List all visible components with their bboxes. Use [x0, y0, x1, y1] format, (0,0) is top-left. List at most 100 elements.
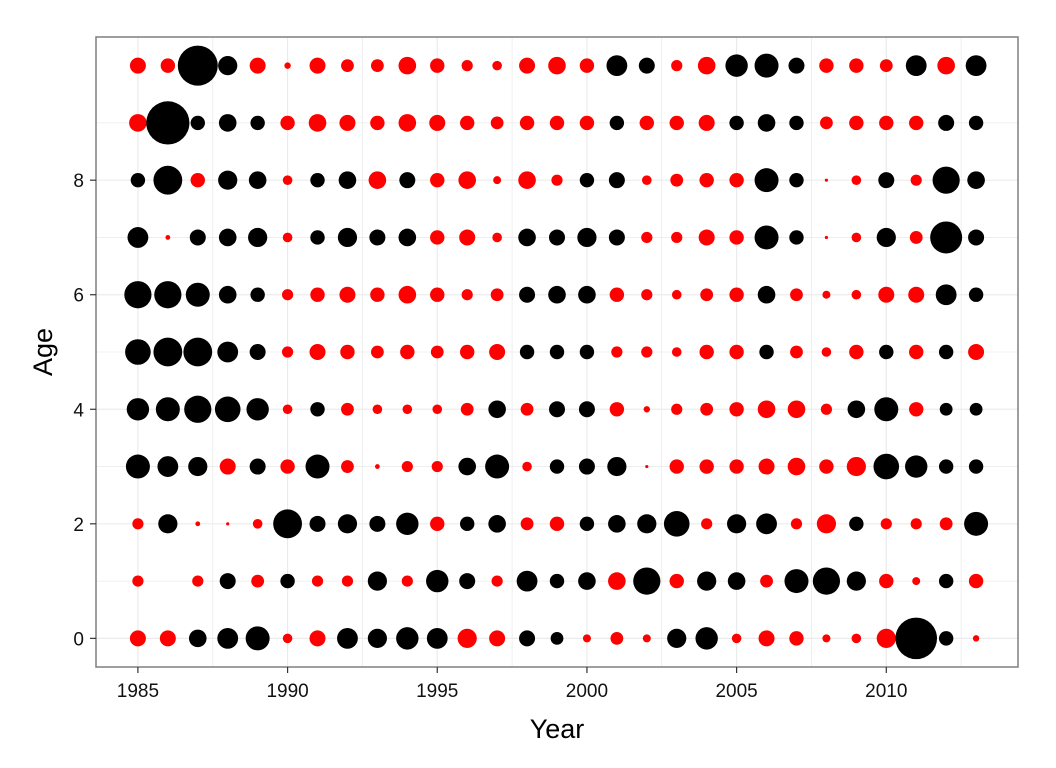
bubble-point — [849, 58, 864, 73]
bubble-point — [909, 115, 924, 131]
bubble-point — [550, 631, 564, 645]
bubble-point — [338, 171, 357, 189]
bubble-point — [459, 344, 475, 360]
bubble-point — [432, 404, 443, 415]
bubble-point — [218, 170, 238, 190]
bubble-point — [130, 172, 146, 188]
bubble-point — [341, 59, 354, 73]
bubble-point — [214, 396, 241, 423]
bubble-point — [579, 172, 595, 188]
bubble-point — [609, 402, 625, 417]
bubble-point — [549, 229, 565, 246]
bubble-point — [132, 518, 144, 530]
bubble-point — [790, 288, 803, 302]
bubble-point — [878, 172, 895, 189]
bubble-point — [820, 403, 833, 415]
bubble-point — [729, 459, 744, 474]
bubble-point — [819, 58, 834, 73]
bubble-point — [669, 115, 684, 131]
bubble-point — [282, 232, 293, 243]
bubble-point — [729, 402, 744, 417]
bubble-point — [280, 115, 295, 131]
x-tick-label: 2005 — [715, 681, 757, 702]
plot-panel-border — [95, 36, 1019, 668]
bubble-point — [699, 172, 714, 188]
bubble-point — [400, 344, 415, 360]
bubble-point — [671, 231, 683, 244]
bubble-point — [699, 344, 714, 360]
bubble-point — [671, 60, 683, 72]
bubble-point — [308, 114, 327, 132]
bubble-point — [729, 287, 744, 302]
bubble-point — [218, 114, 237, 132]
bubble-point — [874, 397, 899, 422]
bubble-point — [610, 631, 624, 645]
bubble-point — [822, 290, 831, 299]
bubble-point — [430, 287, 445, 302]
bubble-point — [932, 166, 960, 194]
bubble-point — [638, 57, 655, 74]
bubble-point — [608, 572, 626, 590]
bubble-point — [339, 114, 356, 131]
y-tick-label: 4 — [73, 400, 84, 421]
bubble-point — [548, 56, 566, 75]
bubble-point — [910, 518, 922, 530]
bubble-point — [895, 617, 938, 660]
bubble-point — [879, 59, 893, 73]
bubble-point — [849, 115, 864, 131]
y-tick-label: 0 — [73, 629, 84, 650]
bubble-point — [155, 397, 180, 422]
bubble-point — [639, 115, 655, 131]
bubble-point — [519, 57, 536, 74]
bubble-point — [154, 281, 182, 309]
bubble-point — [398, 285, 417, 304]
bubble-point — [548, 285, 566, 304]
bubble-point — [578, 572, 596, 590]
bubble-point — [493, 176, 502, 185]
bubble-point — [578, 401, 595, 418]
bubble-point — [789, 631, 804, 646]
bubble-point — [519, 630, 536, 647]
bubble-point — [935, 284, 957, 306]
bubble-point — [280, 573, 295, 589]
bubble-point — [129, 630, 146, 647]
bubble-point — [758, 458, 775, 475]
x-tick-label: 1995 — [416, 681, 458, 702]
bubble-point — [729, 344, 744, 360]
bubble-point — [153, 165, 183, 195]
bubble-point — [878, 286, 895, 303]
bubble-point — [790, 518, 803, 530]
bubble-point — [305, 454, 330, 479]
bubble-point — [125, 339, 151, 365]
bubble-point — [851, 232, 862, 243]
bubble-point — [909, 231, 923, 244]
bubble-point — [273, 509, 302, 539]
bubble-point — [492, 60, 502, 71]
bubble-point — [217, 341, 239, 363]
bubble-point — [341, 402, 354, 416]
bubble-point — [491, 575, 503, 587]
bubble-point — [930, 221, 963, 254]
bubble-point — [492, 232, 502, 243]
bubble-point — [310, 287, 325, 302]
bubble-point — [458, 457, 476, 476]
bubble-point — [183, 337, 213, 367]
bubble-point — [965, 55, 987, 77]
bubble-point — [824, 178, 829, 182]
bubble-point — [697, 56, 716, 75]
bubble-point — [519, 286, 536, 303]
bubble-point — [964, 511, 989, 536]
bubble-point — [519, 344, 535, 360]
bubble-point — [849, 516, 864, 532]
bubble-point — [489, 344, 506, 360]
bubble-point — [812, 567, 841, 595]
bubble-point — [968, 573, 984, 589]
bubble-point — [192, 575, 204, 587]
bubble-point — [847, 400, 866, 419]
bubble-point — [520, 517, 534, 531]
bubble-point — [667, 628, 687, 648]
bubble-point — [611, 346, 623, 358]
bubble-point — [790, 345, 803, 359]
bubble-point — [190, 172, 205, 188]
bubble-point — [912, 577, 921, 586]
